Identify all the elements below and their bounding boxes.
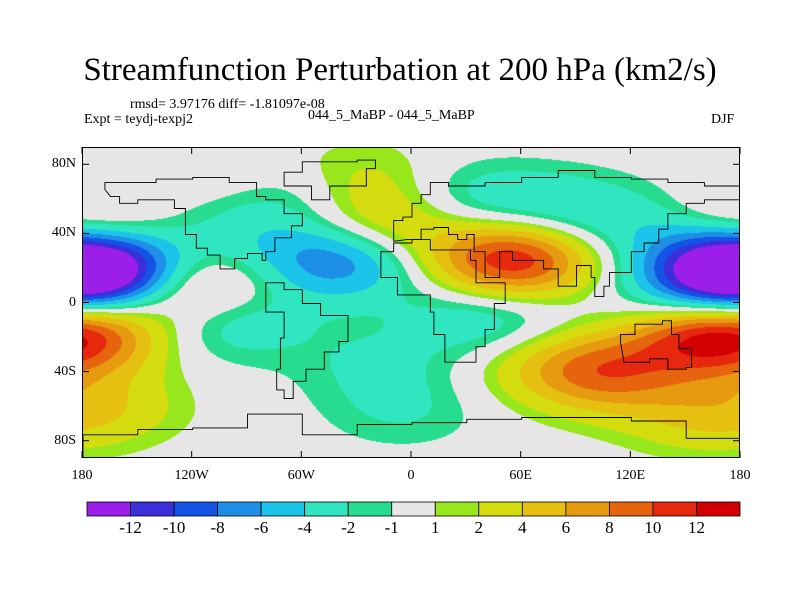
chart-title: Streamfunction Perturbation at 200 hPa (… bbox=[83, 52, 717, 88]
colorbar-level-label: -4 bbox=[297, 518, 312, 537]
colorbar-level-label: 4 bbox=[518, 518, 527, 537]
colorbar-swatch bbox=[391, 501, 436, 517]
colorbar-swatch bbox=[565, 501, 610, 517]
coastline-polygon bbox=[265, 282, 349, 399]
coastline-polygon bbox=[83, 413, 739, 457]
x-tick-label: 180 bbox=[729, 468, 751, 483]
colorbar-level-label: 2 bbox=[474, 518, 484, 537]
streamfunction-field bbox=[83, 148, 739, 457]
coastline-polygon bbox=[393, 170, 739, 298]
colorbar-level-label: -8 bbox=[210, 518, 225, 537]
coastline-polygon bbox=[619, 320, 693, 370]
y-tick-label: 0 bbox=[69, 294, 76, 310]
colorbar-swatch bbox=[696, 501, 741, 517]
y-tick-label: 40N bbox=[51, 225, 76, 241]
colorbar-swatch bbox=[434, 501, 480, 517]
colorbar-level-label: -2 bbox=[341, 518, 356, 537]
y-tick-label: 40S bbox=[54, 363, 76, 379]
map-plot-area bbox=[82, 147, 740, 458]
expt-label: Expt = teydj-texpj2 bbox=[84, 112, 193, 127]
colorbar-swatch bbox=[304, 501, 349, 517]
colorbar-level-label: -10 bbox=[162, 518, 186, 537]
colorbar-level-label: -12 bbox=[119, 518, 142, 537]
x-tick-label: 180 bbox=[71, 468, 93, 483]
colorbar-level-label: 12 bbox=[687, 518, 705, 537]
colorbar-level-label: 8 bbox=[605, 518, 614, 537]
colorbar-swatch bbox=[260, 501, 306, 517]
y-tick-label: 80N bbox=[51, 156, 76, 172]
x-tick-label: 120E bbox=[615, 468, 646, 483]
colorbar-level-label: -6 bbox=[254, 518, 269, 537]
x-tick-label: 0 bbox=[407, 468, 415, 483]
colorbar-swatch bbox=[130, 501, 175, 517]
colorbar-swatch bbox=[86, 501, 131, 517]
x-tick-label: 60W bbox=[287, 468, 315, 483]
colorbar-level-label: 10 bbox=[644, 518, 662, 537]
colorbar-swatch bbox=[478, 501, 523, 517]
colorbar-swatch bbox=[173, 501, 218, 517]
colorbar-level-label: 1 bbox=[431, 518, 440, 537]
colorbar bbox=[86, 501, 741, 517]
subtitle-center: 044_5_MaBP - 044_5_MaBP bbox=[308, 108, 475, 123]
colorbar-swatch bbox=[652, 501, 697, 517]
season-label: DJF bbox=[711, 112, 735, 127]
colorbar-swatch bbox=[347, 501, 393, 517]
colorbar-level-label: 6 bbox=[561, 518, 571, 537]
coastline-polygon bbox=[380, 239, 506, 363]
colorbar-swatch bbox=[609, 501, 654, 517]
colorbar-swatch bbox=[217, 501, 262, 517]
coastline-overlay bbox=[83, 159, 739, 457]
stats-line: rmsd= 3.97176 diff= -1.81097e-08 bbox=[130, 97, 325, 112]
colorbar-swatch bbox=[521, 501, 567, 517]
x-tick-label: 120W bbox=[174, 468, 209, 483]
colorbar-level-label: -1 bbox=[384, 518, 399, 537]
coastline-polygon bbox=[104, 176, 303, 270]
x-tick-label: 60E bbox=[509, 468, 532, 483]
y-tick-label: 80S bbox=[54, 432, 76, 448]
coastline-polygon bbox=[283, 159, 376, 201]
